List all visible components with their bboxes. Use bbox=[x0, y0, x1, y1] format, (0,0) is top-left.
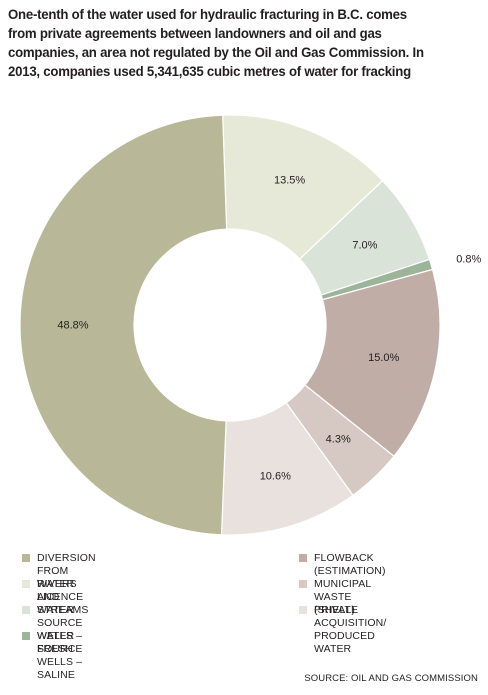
legend-label: FLOWBACK (ESTIMATION) bbox=[314, 552, 386, 577]
legend-item-wells-fresh: WATER SOURCE WELLS – FRESH bbox=[22, 604, 83, 656]
legend-swatch bbox=[22, 580, 30, 588]
legend-label: PRIVATE ACQUISITION/ PRODUCED WATER bbox=[314, 604, 387, 655]
legend-item-diversion: DIVERSION FROM RIVERS AND STREAMS bbox=[22, 552, 96, 617]
legend-label: MUNICIPAL WASTE (SHELL) bbox=[314, 578, 371, 616]
legend-item-municipal-waste: MUNICIPAL WASTE (SHELL) bbox=[299, 578, 371, 617]
legend-swatch bbox=[299, 606, 307, 614]
title-line: from private agreements between landowne… bbox=[8, 26, 382, 42]
legend-label: WATER SOURCE WELLS – SALINE bbox=[37, 630, 83, 681]
donut-chart: 13.5% 7.0% 0.8% 15.0% 4.3% 10.6% 48.8% bbox=[19, 114, 481, 536]
slice-value-label: 10.6% bbox=[260, 470, 291, 482]
title-line: companies, an area not regulated by the … bbox=[8, 45, 424, 61]
legend-item-private-acquisition: PRIVATE ACQUISITION/ PRODUCED WATER bbox=[299, 604, 386, 656]
donut-slice bbox=[19, 114, 228, 536]
chart-title: One-tenth of the water used for hydrauli… bbox=[8, 6, 447, 82]
donut-slice bbox=[222, 114, 384, 260]
title-line: 2013, companies used 5,341,635 cubic met… bbox=[8, 64, 411, 80]
donut-slice bbox=[304, 268, 441, 458]
source-note: SOURCE: OIL AND GAS COMMISSION bbox=[304, 673, 478, 684]
slice-value-label: 48.8% bbox=[57, 320, 88, 332]
legend-item-flowback: FLOWBACK (ESTIMATION) bbox=[299, 552, 386, 578]
legend-swatch bbox=[299, 580, 307, 588]
legend-label: DIVERSION FROM RIVERS AND STREAMS bbox=[37, 552, 96, 616]
legend-item-wells-saline: WATER SOURCE WELLS – SALINE bbox=[22, 630, 83, 682]
slice-value-label: 0.8% bbox=[456, 254, 481, 266]
slice-value-label: 7.0% bbox=[352, 240, 377, 252]
slice-value-label: 15.0% bbox=[368, 352, 399, 364]
legend-swatch bbox=[22, 554, 30, 562]
legend-swatch bbox=[22, 632, 30, 640]
legend-swatch bbox=[22, 606, 30, 614]
slice-value-label: 4.3% bbox=[326, 434, 351, 446]
title-line: One-tenth of the water used for hydrauli… bbox=[8, 7, 407, 23]
legend-label: WATER SOURCE WELLS – FRESH bbox=[37, 604, 83, 655]
legend-item-water-licence: WATER LICENCE bbox=[22, 578, 83, 604]
slice-value-label: 13.5% bbox=[274, 175, 305, 187]
legend-label: WATER LICENCE bbox=[37, 578, 84, 603]
legend-swatch bbox=[299, 554, 307, 562]
